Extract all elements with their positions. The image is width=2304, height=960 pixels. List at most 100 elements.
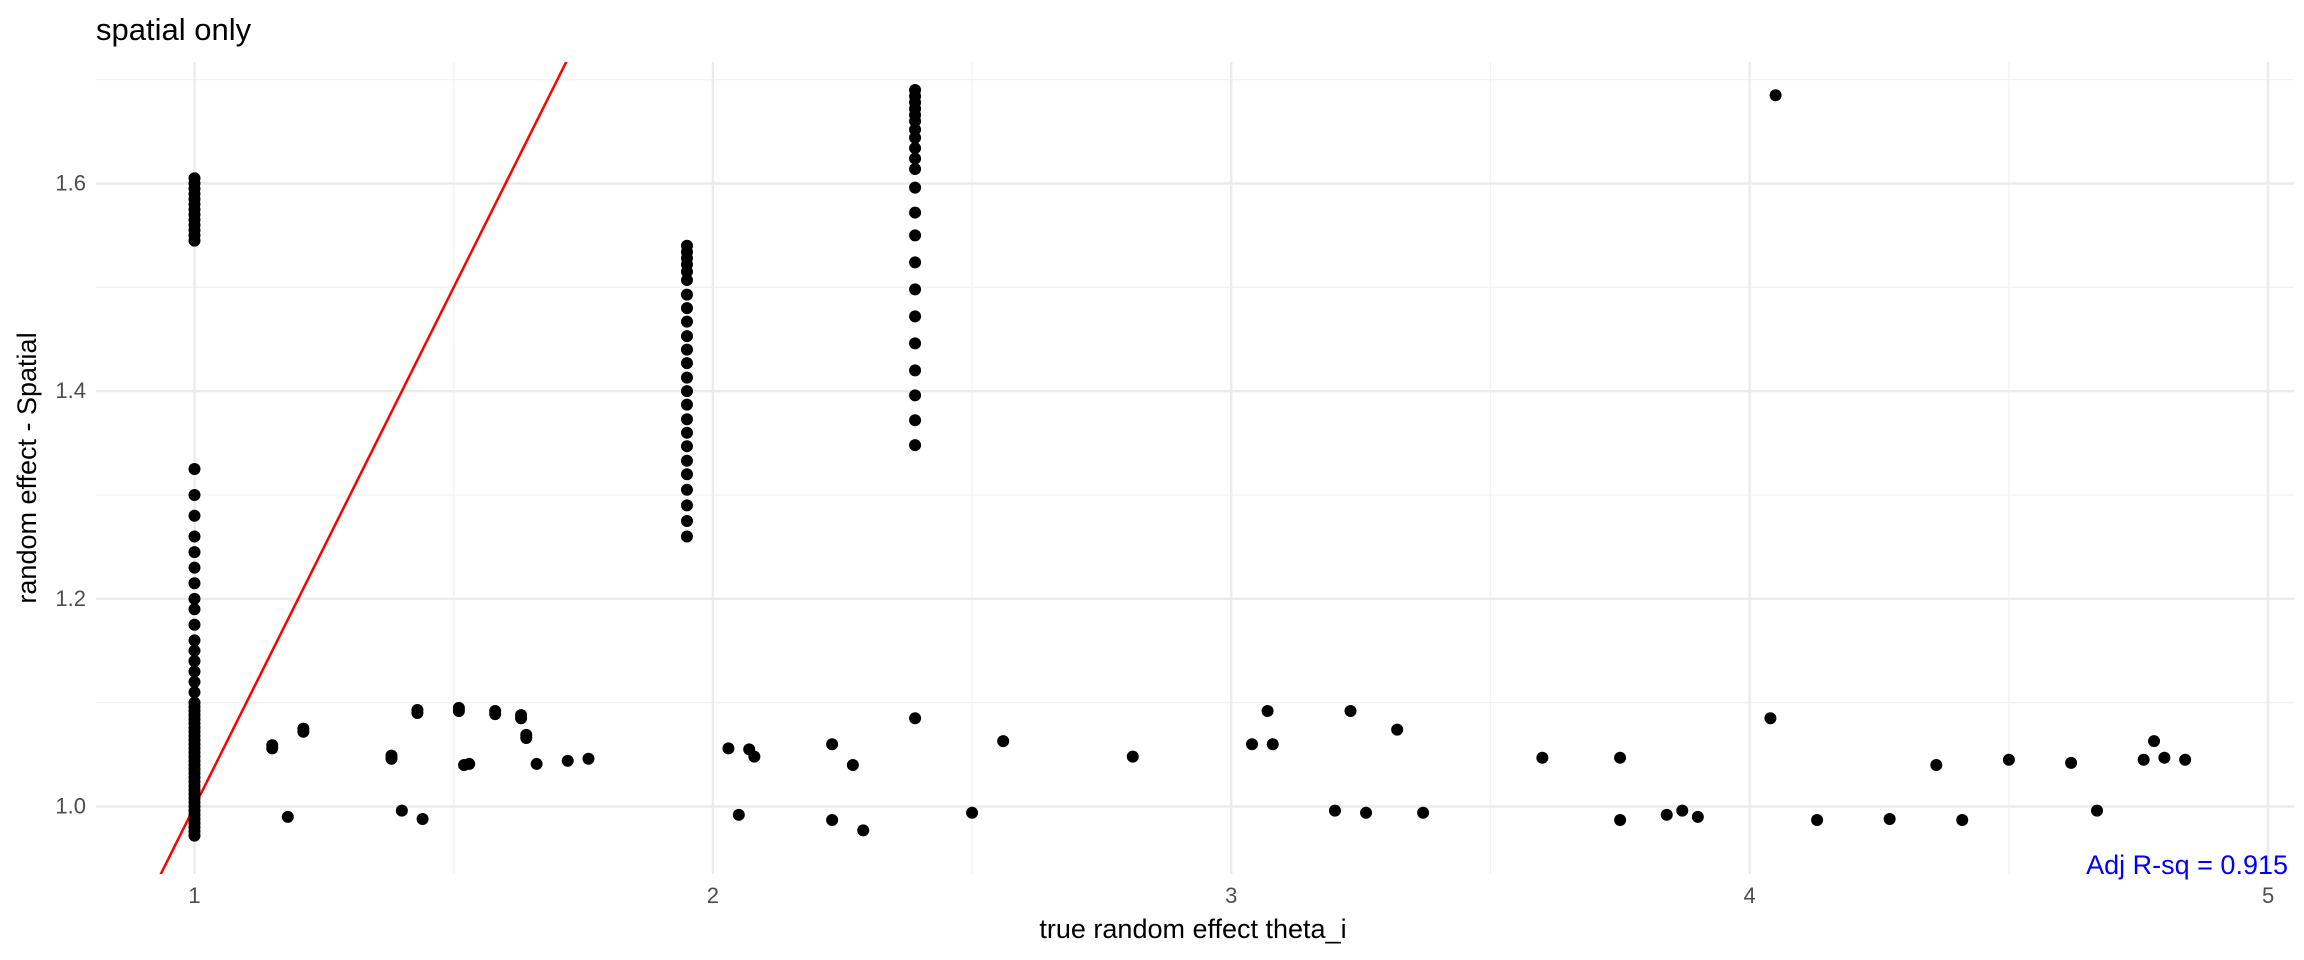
scatter-point bbox=[909, 256, 922, 269]
scatter-point bbox=[188, 509, 201, 522]
scatter-point bbox=[826, 814, 839, 827]
scatter-point bbox=[1691, 810, 1704, 823]
scatter-point bbox=[188, 686, 201, 699]
scatter-point bbox=[680, 530, 693, 543]
scatter-point bbox=[1614, 751, 1627, 764]
x-tick-label: 4 bbox=[1744, 883, 1756, 908]
scatter-point bbox=[188, 172, 201, 185]
scatter-point bbox=[909, 337, 922, 350]
scatter-point bbox=[722, 742, 735, 755]
scatter-point bbox=[1266, 738, 1279, 751]
x-axis-title: true random effect theta_i bbox=[1039, 914, 1346, 944]
scatter-point bbox=[188, 696, 201, 709]
y-tick-label: 1.0 bbox=[55, 794, 86, 819]
x-tick-label: 5 bbox=[2262, 883, 2274, 908]
scatter-point bbox=[395, 804, 408, 817]
scatter-point bbox=[909, 181, 922, 194]
scatter-point bbox=[452, 701, 465, 714]
scatter-point bbox=[732, 808, 745, 821]
scatter-point bbox=[188, 530, 201, 543]
scatter-point bbox=[748, 750, 761, 763]
scatter-point bbox=[530, 757, 543, 770]
scatter-point bbox=[266, 739, 279, 752]
scatter-point bbox=[1764, 712, 1777, 725]
scatter-point bbox=[680, 440, 693, 453]
scatter-point bbox=[2158, 751, 2171, 764]
scatter-point bbox=[385, 749, 398, 762]
scatter-point bbox=[857, 824, 870, 837]
scatter-point bbox=[909, 229, 922, 242]
scatter-point bbox=[909, 364, 922, 377]
scatter-point bbox=[680, 514, 693, 527]
scatter-point bbox=[680, 343, 693, 356]
scatter-point bbox=[520, 728, 533, 741]
scatter-point bbox=[515, 709, 528, 722]
y-tick-label: 1.6 bbox=[55, 170, 86, 195]
scatter-point bbox=[1261, 704, 1274, 717]
grid-lines bbox=[96, 62, 2294, 874]
scatter-point bbox=[680, 239, 693, 252]
scatter-point bbox=[1391, 723, 1404, 736]
scatter-point bbox=[680, 426, 693, 439]
scatter-point bbox=[909, 712, 922, 725]
scatter-point bbox=[188, 463, 201, 476]
scatter-point bbox=[1417, 806, 1430, 819]
scatter-point bbox=[909, 152, 922, 165]
scatter-point bbox=[1930, 758, 1943, 771]
scatter-point bbox=[680, 302, 693, 315]
scatter-point bbox=[680, 385, 693, 398]
scatter-point bbox=[680, 483, 693, 496]
x-tick-label: 1 bbox=[188, 883, 200, 908]
x-tick-label: 2 bbox=[707, 883, 719, 908]
scatter-point bbox=[561, 754, 574, 767]
scatter-point bbox=[909, 123, 922, 136]
scatter-point bbox=[1883, 812, 1896, 825]
scatter-point bbox=[966, 806, 979, 819]
scatter-point bbox=[680, 468, 693, 481]
scatter-point bbox=[909, 389, 922, 402]
scatter-point bbox=[680, 499, 693, 512]
x-tick-label: 3 bbox=[1225, 883, 1237, 908]
scatter-point bbox=[281, 810, 294, 823]
scatter-point bbox=[909, 206, 922, 219]
identity-reference-line bbox=[159, 62, 568, 874]
scatter-point bbox=[909, 84, 922, 97]
scatter-point bbox=[1676, 804, 1689, 817]
adj-r-squared-annotation: Adj R-sq = 0.915 bbox=[2086, 850, 2288, 880]
scatter-point bbox=[1614, 814, 1627, 827]
data-points bbox=[188, 84, 2192, 842]
scatter-point bbox=[1769, 89, 1782, 102]
scatter-point bbox=[1344, 704, 1357, 717]
scatter-point bbox=[2091, 804, 2104, 817]
scatter-point bbox=[680, 288, 693, 301]
scatter-point bbox=[1246, 738, 1259, 751]
scatter-point bbox=[909, 142, 922, 155]
scatter-point bbox=[997, 735, 1010, 748]
scatter-point bbox=[188, 592, 201, 605]
scatter-point bbox=[909, 283, 922, 296]
scatter-point bbox=[188, 546, 201, 559]
scatter-point bbox=[188, 644, 201, 657]
scatter-point bbox=[188, 665, 201, 678]
scatter-point bbox=[680, 330, 693, 343]
scatter-point bbox=[680, 413, 693, 426]
tick-labels: 1 2 3 4 5 1.0 1.2 1.4 1.6 bbox=[55, 170, 2274, 908]
scatter-point bbox=[1811, 814, 1824, 827]
scatter-point bbox=[188, 618, 201, 631]
scatter-point bbox=[489, 704, 502, 717]
scatter-point bbox=[1360, 806, 1373, 819]
y-tick-label: 1.2 bbox=[55, 586, 86, 611]
y-tick-label: 1.4 bbox=[55, 378, 86, 403]
scatter-point bbox=[826, 738, 839, 751]
scatter-point bbox=[297, 722, 310, 735]
scatter-point bbox=[188, 488, 201, 501]
scatter-point bbox=[463, 757, 476, 770]
scatter-point bbox=[680, 315, 693, 328]
scatter-point bbox=[188, 577, 201, 590]
scatter-point bbox=[680, 274, 693, 287]
scatter-point bbox=[2148, 735, 2161, 748]
scatter-point bbox=[909, 310, 922, 323]
scatter-point bbox=[2002, 753, 2015, 766]
scatter-point bbox=[2137, 753, 2150, 766]
